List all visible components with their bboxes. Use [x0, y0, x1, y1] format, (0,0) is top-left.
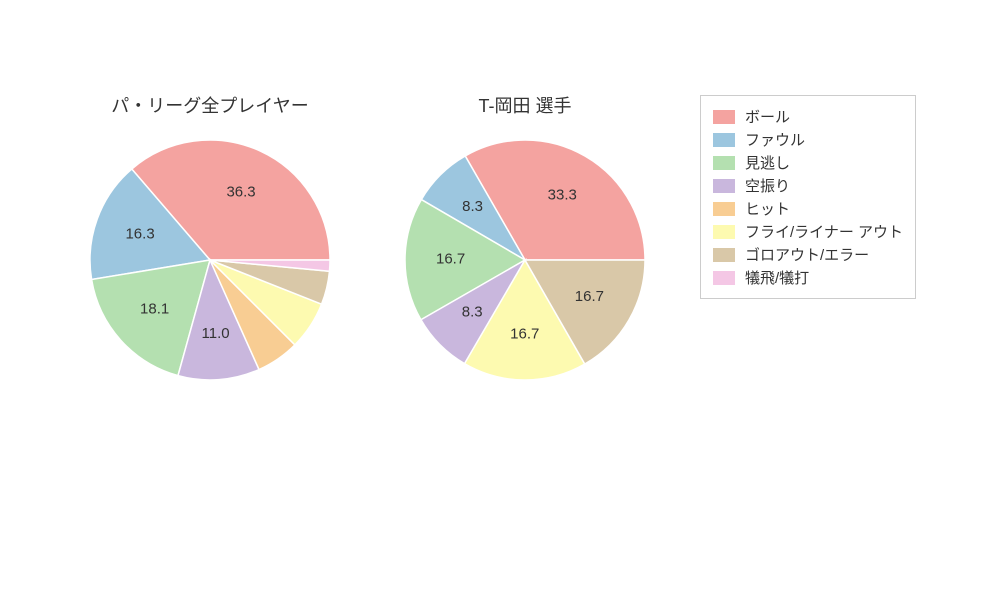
pie-slice-label-fly: 16.7 — [510, 325, 539, 342]
legend-label-ground: ゴロアウト/エラー — [745, 244, 869, 265]
legend: ボールファウル見逃し空振りヒットフライ/ライナー アウトゴロアウト/エラー犠飛/… — [700, 95, 916, 299]
legend-swatch-ground — [713, 248, 735, 262]
legend-item-hit: ヒット — [713, 198, 903, 219]
legend-label-sac: 犠飛/犠打 — [745, 267, 809, 288]
pie-slice-label-foul: 8.3 — [462, 198, 483, 215]
legend-label-hit: ヒット — [745, 198, 790, 219]
pie-slice-label-ball: 36.3 — [226, 183, 255, 200]
legend-label-ball: ボール — [745, 106, 790, 127]
chart-stage: 36.3 16.3 18.1 11.0 パ・リーグ全プレイヤー 33.3 8.3 16.7 8.… — [0, 0, 1000, 600]
legend-swatch-foul — [713, 133, 735, 147]
pie-slice-label-looking: 18.1 — [140, 301, 169, 318]
legend-swatch-swing — [713, 179, 735, 193]
legend-item-fly: フライ/ライナー アウト — [713, 221, 903, 242]
legend-item-ball: ボール — [713, 106, 903, 127]
legend-label-fly: フライ/ライナー アウト — [745, 221, 903, 242]
pie-chart-league: 36.3 16.3 18.1 11.0 — [88, 138, 332, 382]
chart-title-player: T-岡田 選手 — [410, 92, 640, 118]
legend-label-looking: 見逃し — [745, 152, 790, 173]
pie-chart-player: 33.3 8.3 16.7 8.3 16.7 16.7 — [403, 138, 647, 382]
legend-item-swing: 空振り — [713, 175, 903, 196]
legend-item-sac: 犠飛/犠打 — [713, 267, 903, 288]
legend-swatch-looking — [713, 156, 735, 170]
pie-slice-label-swing: 11.0 — [202, 325, 230, 342]
legend-swatch-fly — [713, 225, 735, 239]
chart-title-league: パ・リーグ全プレイヤー — [80, 92, 340, 118]
legend-item-looking: 見逃し — [713, 152, 903, 173]
pie-slice-label-ground: 16.7 — [575, 288, 604, 305]
pie-slice-label-foul: 16.3 — [125, 226, 154, 243]
legend-swatch-ball — [713, 110, 735, 124]
pie-slice-label-ball: 33.3 — [548, 187, 577, 204]
pie-slice-label-looking: 16.7 — [436, 251, 465, 268]
legend-label-swing: 空振り — [745, 175, 790, 196]
legend-swatch-hit — [713, 202, 735, 216]
legend-swatch-sac — [713, 271, 735, 285]
legend-item-foul: ファウル — [713, 129, 903, 150]
pie-slice-label-swing: 8.3 — [462, 303, 483, 320]
legend-item-ground: ゴロアウト/エラー — [713, 244, 903, 265]
legend-label-foul: ファウル — [745, 129, 805, 150]
